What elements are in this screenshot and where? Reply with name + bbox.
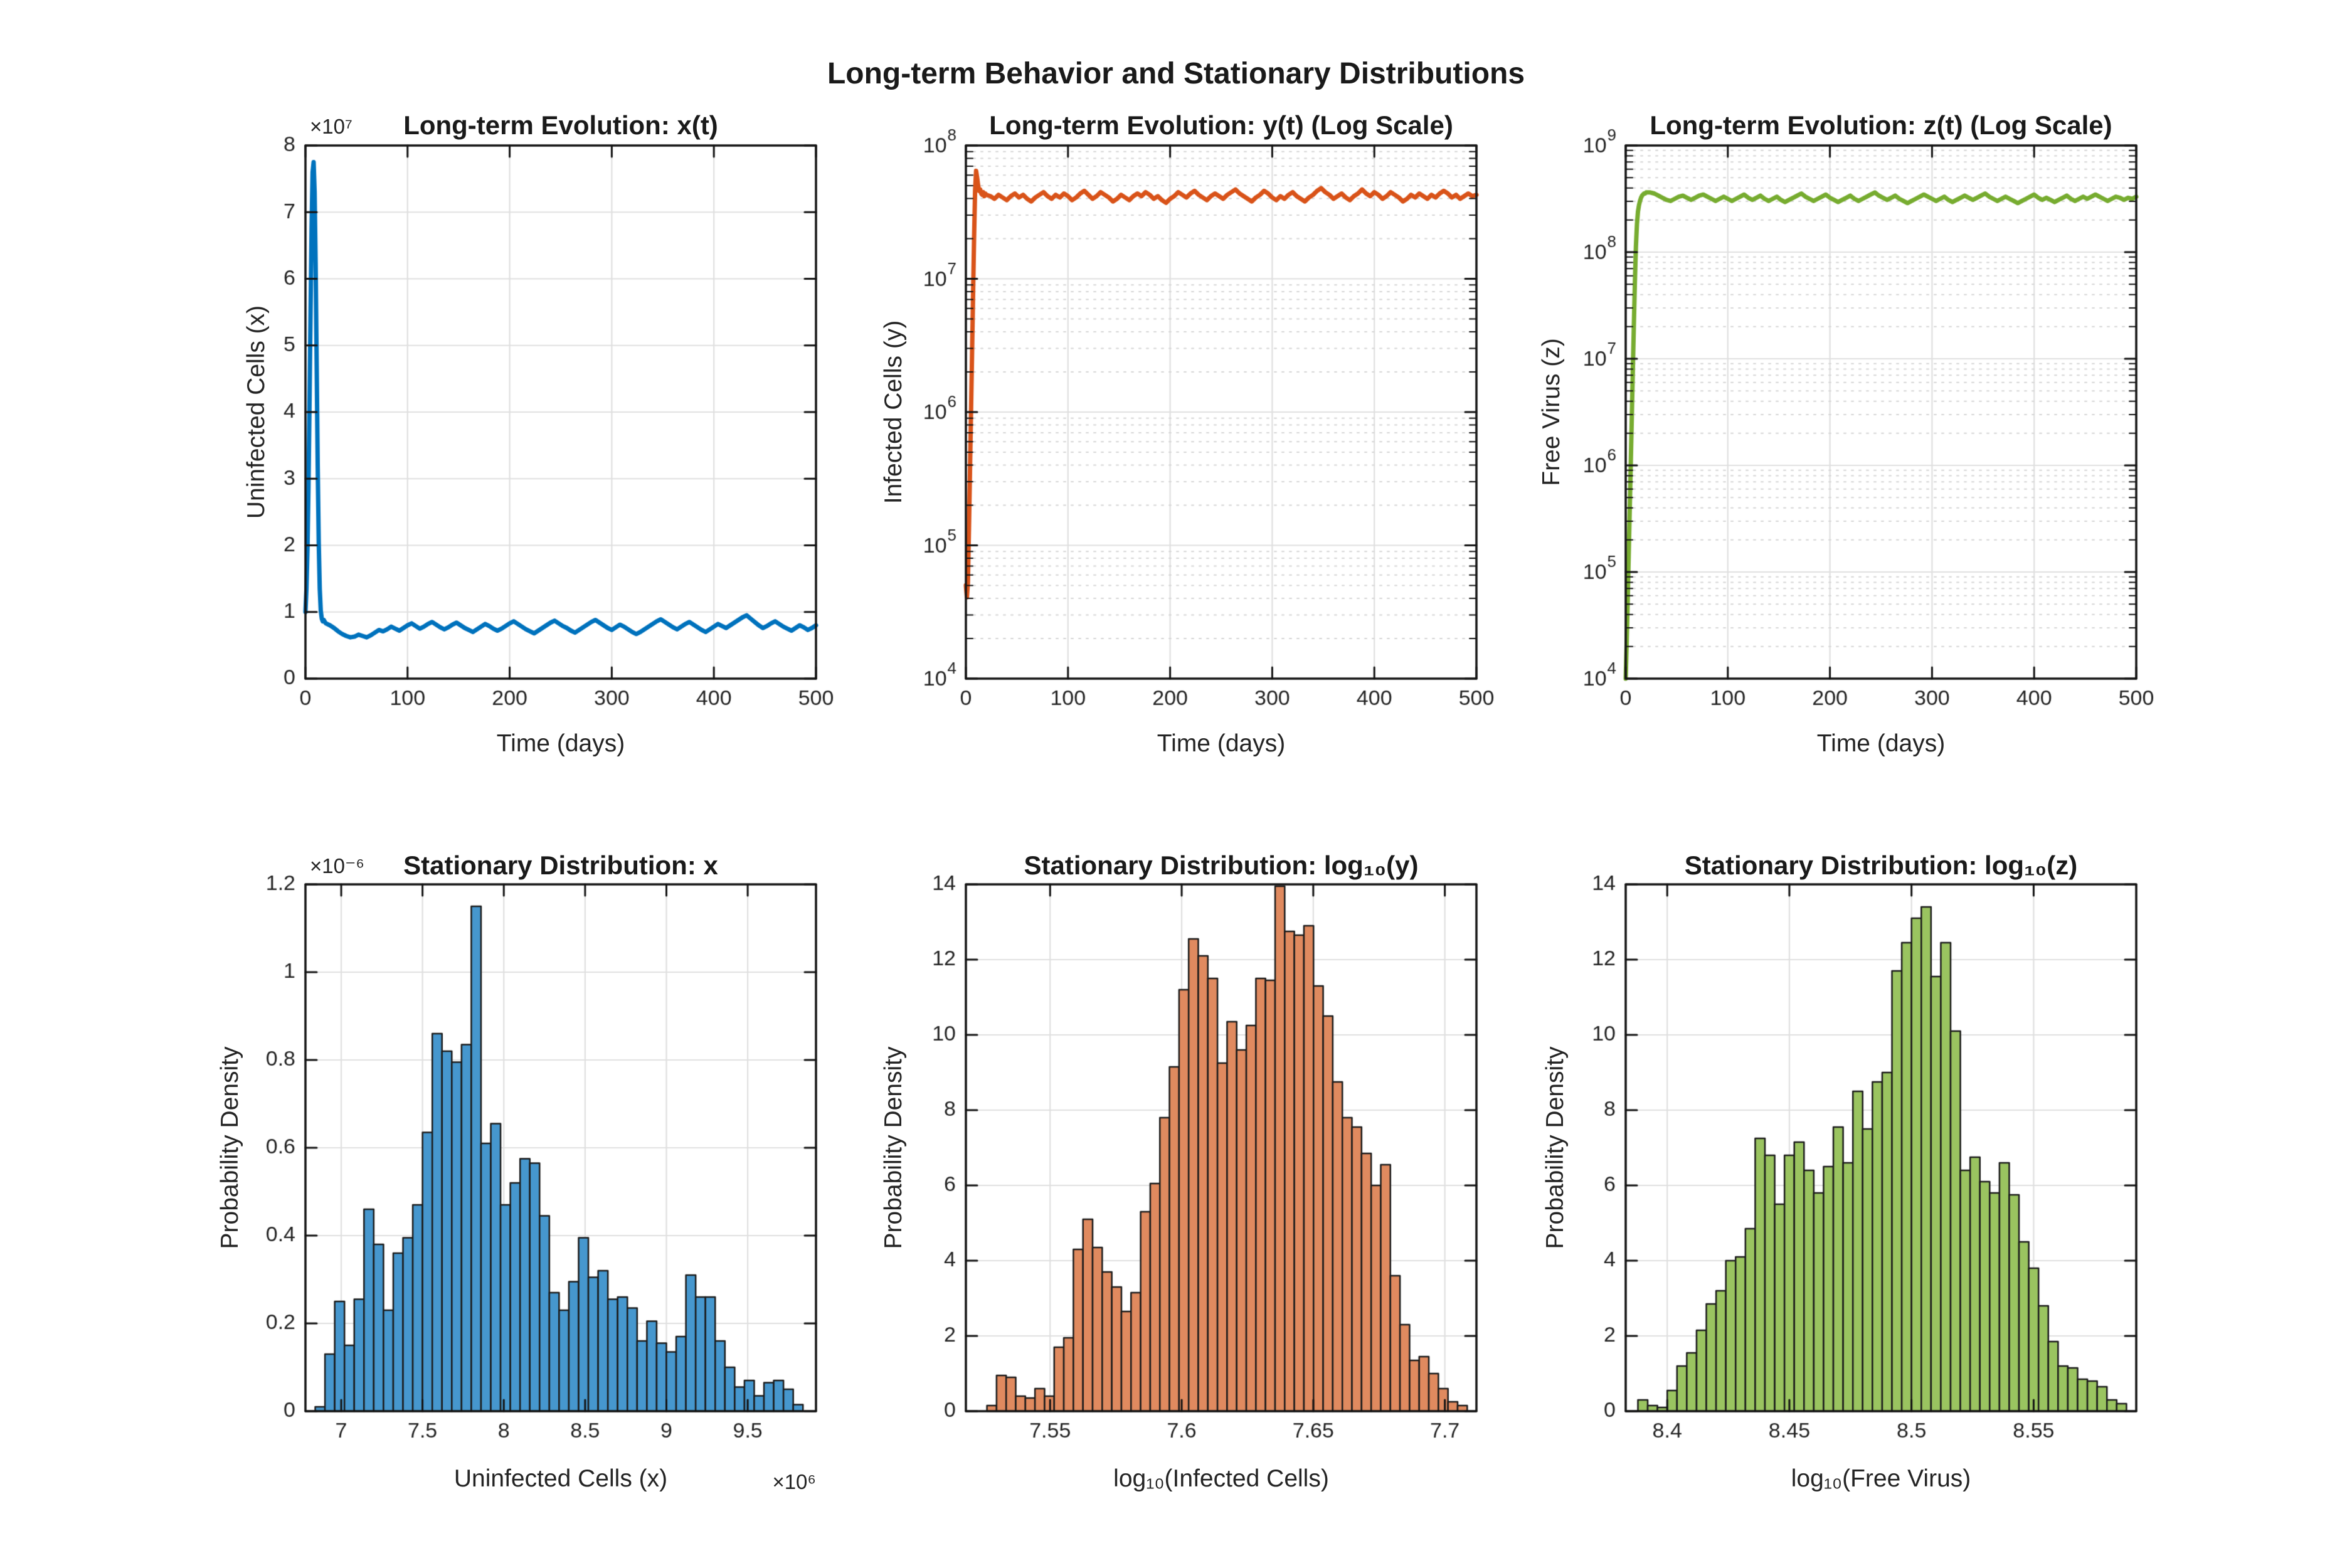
subplot-title-evolution-y: Long-term Evolution: y(t) (Log Scale) bbox=[989, 110, 1453, 140]
y-axis-label-evolution-x: Uninfected Cells (x) bbox=[243, 305, 270, 519]
figure-title: Long-term Behavior and Stationary Distri… bbox=[827, 57, 1525, 90]
x-axis-label-hist-y: log₁₀(Infected Cells) bbox=[1113, 1465, 1329, 1492]
y-axis-label-evolution-y: Infected Cells (y) bbox=[880, 320, 907, 504]
y-offset-label-evolution-x: ×10⁷ bbox=[310, 115, 352, 138]
x-axis-label-evolution-y: Time (days) bbox=[1157, 730, 1286, 757]
y-axis-label-hist-x: Probability Density bbox=[216, 1046, 243, 1249]
x-axis-label-hist-x: Uninfected Cells (x) bbox=[453, 1465, 668, 1492]
subplot-title-hist-z: Stationary Distribution: log₁₀(z) bbox=[1684, 850, 2078, 880]
subplot-title-evolution-x: Long-term Evolution: x(t) bbox=[403, 110, 718, 140]
x-axis-label-evolution-x: Time (days) bbox=[496, 730, 625, 757]
subplot-title-hist-x: Stationary Distribution: x bbox=[403, 850, 718, 880]
x-axis-label-evolution-z: Time (days) bbox=[1816, 730, 1946, 757]
x-offset-label-hist-x: ×10⁶ bbox=[772, 1470, 816, 1493]
y-offset-label-hist-x: ×10⁻⁶ bbox=[310, 854, 364, 877]
subplot-title-evolution-z: Long-term Evolution: z(t) (Log Scale) bbox=[1650, 110, 2112, 140]
y-axis-label-evolution-z: Free Virus (z) bbox=[1538, 338, 1565, 486]
subplot-title-hist-y: Stationary Distribution: log₁₀(y) bbox=[1024, 850, 1419, 880]
x-axis-label-hist-z: log₁₀(Free Virus) bbox=[1791, 1465, 1971, 1492]
y-axis-label-hist-y: Probability Density bbox=[880, 1046, 907, 1249]
y-axis-label-hist-z: Probability Density bbox=[1542, 1046, 1569, 1249]
